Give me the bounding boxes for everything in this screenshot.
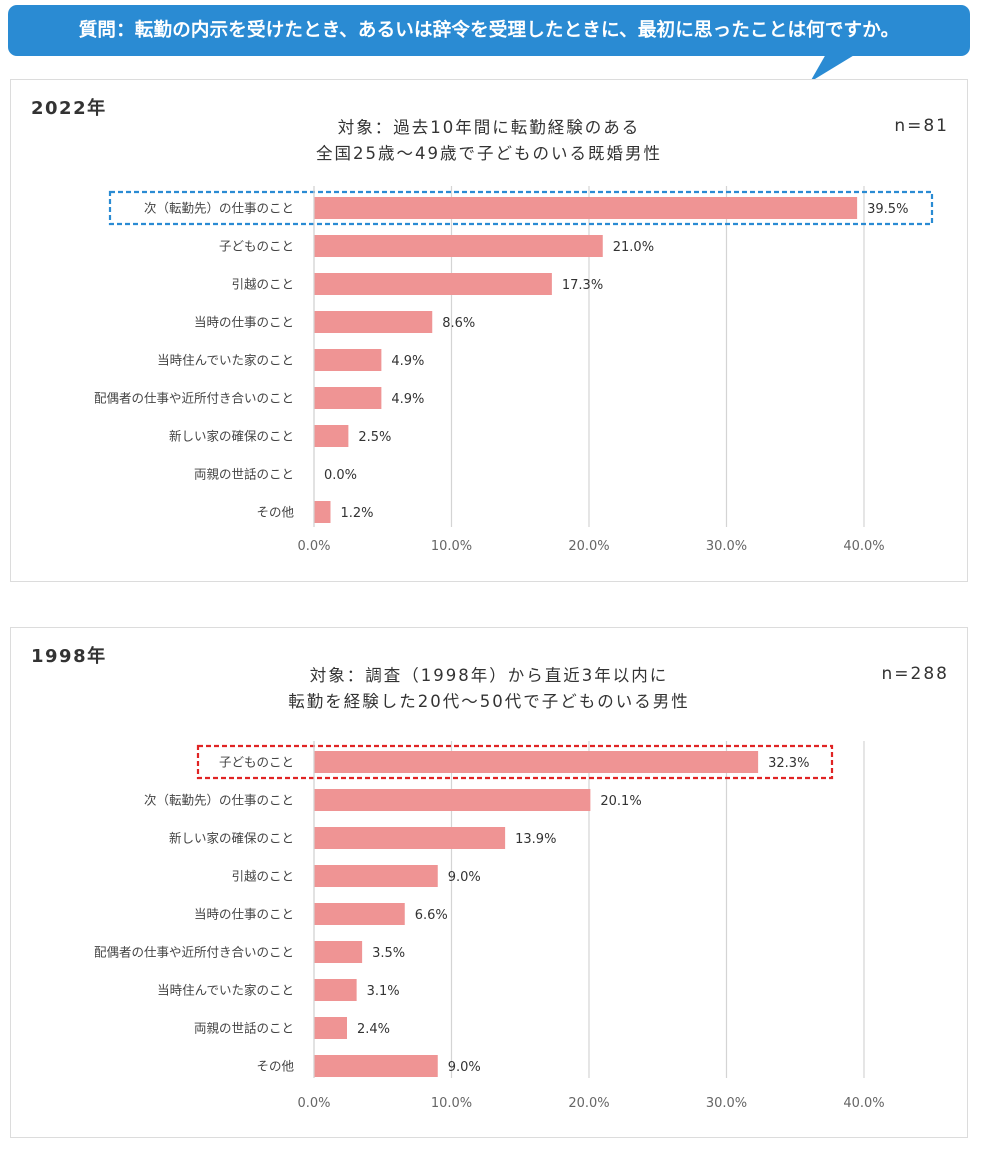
category-label: 新しい家の確保のこと bbox=[169, 831, 294, 846]
value-label: 6.6% bbox=[415, 908, 448, 923]
bar bbox=[314, 751, 759, 773]
value-label: 20.1% bbox=[600, 794, 641, 809]
x-tick-label: 0.0% bbox=[297, 539, 330, 554]
value-label: 2.4% bbox=[357, 1022, 390, 1037]
highlight-box bbox=[196, 744, 834, 780]
category-label: 両親の世話のこと bbox=[194, 467, 294, 482]
chart-panel-1998: 1998年 n=288 対象：調査（1998年）から直近3年以内に 転勤を経験し… bbox=[10, 627, 968, 1138]
x-tick-label: 40.0% bbox=[843, 539, 884, 554]
year-label: 2022年 bbox=[31, 98, 107, 119]
bar bbox=[314, 1055, 438, 1077]
category-label: 当時の仕事のこと bbox=[194, 315, 294, 330]
category-label: その他 bbox=[256, 1059, 294, 1074]
bar bbox=[314, 865, 438, 887]
chart-subtitle-line1: 対象：過去10年間に転勤経験のある bbox=[337, 118, 641, 137]
value-label: 21.0% bbox=[613, 240, 654, 255]
value-label: 3.5% bbox=[372, 946, 405, 961]
value-label: 4.9% bbox=[391, 392, 424, 407]
x-tick-label: 20.0% bbox=[568, 1096, 609, 1111]
category-label: 新しい家の確保のこと bbox=[169, 429, 294, 444]
bar bbox=[314, 311, 433, 333]
x-tick-label: 0.0% bbox=[297, 1096, 330, 1111]
category-label: 次（転勤先）の仕事のこと bbox=[144, 201, 294, 216]
category-label: 当時住んでいた家のこと bbox=[157, 353, 294, 368]
question-text: 質問：転勤の内示を受けたとき、あるいは辞令を受理したときに、最初に思ったことは何… bbox=[78, 20, 900, 41]
highlight-box bbox=[108, 190, 934, 226]
bar bbox=[314, 425, 349, 447]
x-tick-label: 10.0% bbox=[431, 539, 472, 554]
x-tick-label: 30.0% bbox=[706, 539, 747, 554]
category-label: 当時の仕事のこと bbox=[194, 907, 294, 922]
chart-panel-2022: 2022年 n=81 対象：過去10年間に転勤経験のある 全国25歳～49歳で子… bbox=[10, 79, 968, 582]
question-bubble: 質問：転勤の内示を受けたとき、あるいは辞令を受理したときに、最初に思ったことは何… bbox=[8, 5, 970, 56]
bar bbox=[314, 349, 382, 371]
category-label: 子どものこと bbox=[219, 755, 294, 770]
bar bbox=[314, 941, 363, 963]
category-label: 子どものこと bbox=[219, 239, 294, 254]
value-label: 1.2% bbox=[341, 506, 374, 521]
value-label: 8.6% bbox=[442, 316, 475, 331]
value-label: 9.0% bbox=[448, 1060, 481, 1075]
category-label: 当時住んでいた家のこと bbox=[157, 983, 294, 998]
bar bbox=[314, 501, 331, 523]
sample-size: n=81 bbox=[894, 116, 949, 136]
category-label: その他 bbox=[256, 505, 294, 520]
bar bbox=[314, 979, 357, 1001]
category-label: 両親の世話のこと bbox=[194, 1021, 294, 1036]
bar bbox=[314, 273, 552, 295]
value-label: 0.0% bbox=[324, 468, 357, 483]
value-label: 17.3% bbox=[562, 278, 603, 293]
bar-chart-1998: 0.0% 10.0% 20.0% 30.0% 40.0% 子どものこと 32.3% 次（転勤先… bbox=[94, 741, 885, 1111]
category-label: 次（転勤先）の仕事のこと bbox=[144, 793, 294, 808]
value-label: 4.9% bbox=[391, 354, 424, 369]
value-label: 13.9% bbox=[515, 832, 556, 847]
bar bbox=[314, 1017, 347, 1039]
chart-subtitle-line2: 全国25歳～49歳で子どものいる既婚男性 bbox=[316, 144, 662, 163]
value-label: 3.1% bbox=[367, 984, 400, 999]
bar-chart-2022: 0.0% 10.0% 20.0% 30.0% 40.0% 次（転勤先）の仕事のこと 39.5… bbox=[94, 186, 934, 554]
category-label: 配偶者の仕事や近所付き合いのこと bbox=[94, 391, 294, 406]
chart-subtitle-line2: 転勤を経験した20代～50代で子どものいる男性 bbox=[288, 692, 690, 711]
x-tick-label: 20.0% bbox=[568, 539, 609, 554]
category-label: 引越のこと bbox=[231, 277, 294, 292]
x-tick-label: 40.0% bbox=[843, 1096, 884, 1111]
chart-subtitle-line1: 対象：調査（1998年）から直近3年以内に bbox=[309, 666, 669, 685]
x-tick-label: 30.0% bbox=[706, 1096, 747, 1111]
value-label: 32.3% bbox=[768, 756, 809, 771]
category-label: 引越のこと bbox=[231, 869, 294, 884]
question-bubble-tail bbox=[810, 54, 856, 82]
year-label: 1998年 bbox=[31, 646, 107, 667]
value-label: 9.0% bbox=[448, 870, 481, 885]
value-label: 39.5% bbox=[867, 202, 908, 217]
value-label: 2.5% bbox=[358, 430, 391, 445]
bar bbox=[314, 387, 382, 409]
bar bbox=[314, 197, 858, 219]
bar bbox=[314, 903, 405, 925]
category-label: 配偶者の仕事や近所付き合いのこと bbox=[94, 945, 294, 960]
x-tick-label: 10.0% bbox=[431, 1096, 472, 1111]
bar bbox=[314, 827, 506, 849]
sample-size: n=288 bbox=[881, 664, 949, 684]
bar bbox=[314, 235, 603, 257]
bar bbox=[314, 789, 591, 811]
